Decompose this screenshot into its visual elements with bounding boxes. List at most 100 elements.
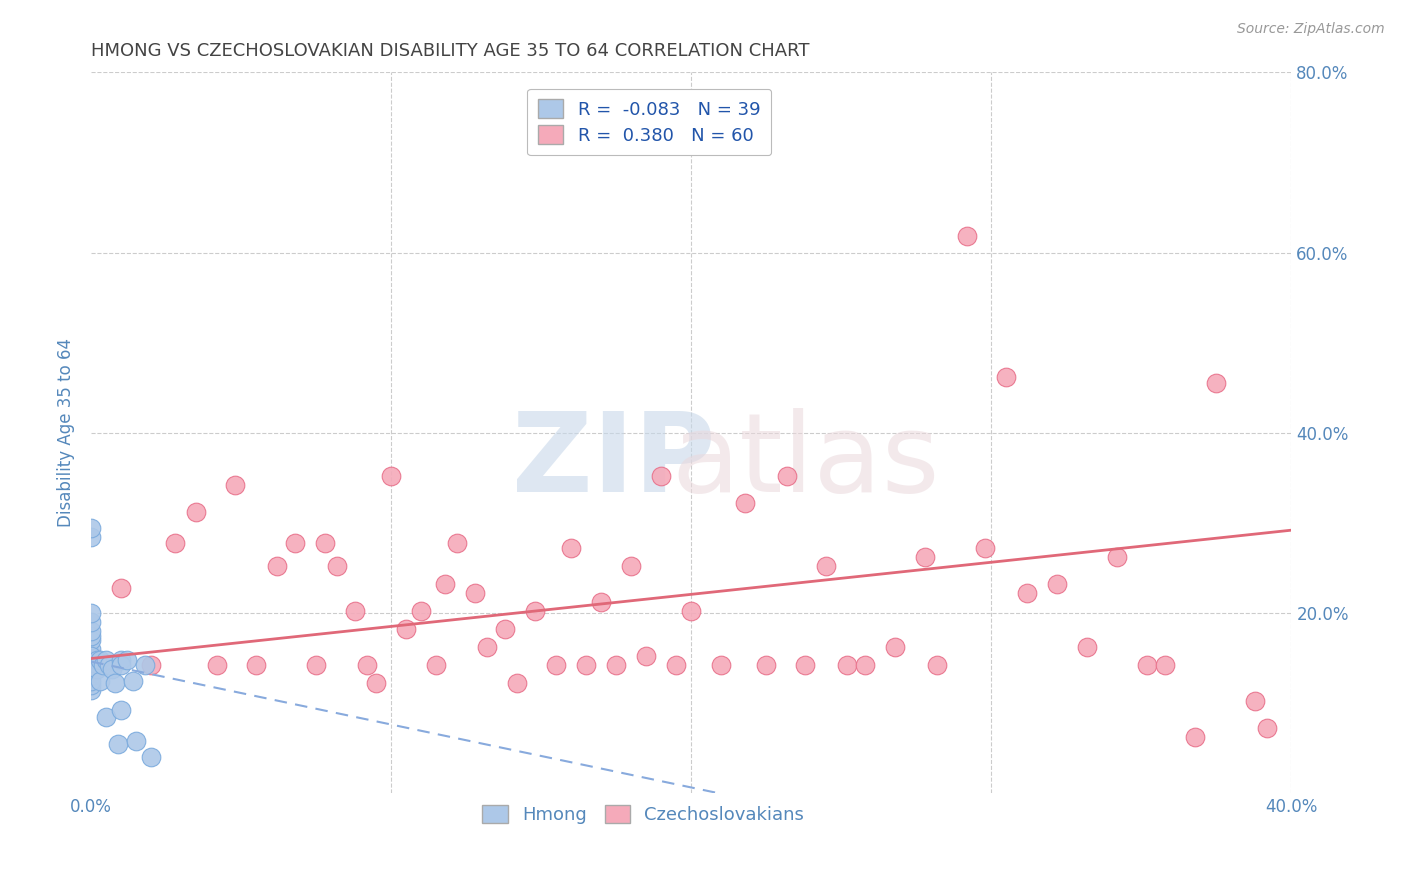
Point [326, 559, 349, 574]
Point [356, 658, 378, 673]
Point [620, 559, 643, 574]
Point [506, 676, 529, 690]
Point [224, 478, 246, 492]
Point [524, 604, 547, 618]
Point [80, 682, 103, 697]
Point [80, 647, 103, 661]
Point [681, 604, 703, 618]
Point [591, 595, 613, 609]
Point [995, 370, 1018, 384]
Point [80, 606, 103, 620]
Point [80, 520, 103, 534]
Point [1154, 658, 1177, 673]
Point [80, 678, 103, 692]
Point [205, 658, 228, 673]
Point [125, 734, 148, 748]
Point [165, 536, 187, 550]
Point [1136, 658, 1159, 673]
Point [636, 649, 658, 664]
Point [560, 541, 582, 556]
Point [141, 658, 163, 673]
Point [344, 604, 367, 618]
Point [80, 662, 103, 676]
Point [464, 586, 486, 600]
Point [107, 737, 129, 751]
Point [734, 496, 756, 510]
Point [96, 710, 118, 724]
Point [395, 623, 418, 637]
Point [80, 656, 103, 670]
Point [89, 673, 111, 688]
Point [80, 624, 103, 639]
Point [425, 658, 447, 673]
Point [110, 653, 132, 667]
Point [245, 658, 267, 673]
Point [914, 550, 936, 565]
Point [380, 469, 402, 483]
Point [446, 536, 468, 550]
Point [755, 658, 778, 673]
Point [815, 559, 838, 574]
Point [1184, 731, 1206, 745]
Point [314, 536, 336, 550]
Point [1046, 577, 1069, 591]
Point [96, 653, 118, 667]
Point [80, 649, 103, 664]
Point [884, 640, 907, 655]
Text: atlas: atlas [671, 409, 939, 516]
Point [80, 629, 103, 643]
Point [974, 541, 997, 556]
Point [956, 229, 979, 244]
Point [1256, 722, 1278, 736]
Point [110, 658, 132, 673]
Point [101, 662, 124, 676]
Point [141, 750, 163, 764]
Point [110, 703, 132, 717]
Point [80, 642, 103, 657]
Point [86, 653, 108, 667]
Text: HMONG VS CZECHOSLOVAKIAN DISABILITY AGE 35 TO 64 CORRELATION CHART: HMONG VS CZECHOSLOVAKIAN DISABILITY AGE … [91, 42, 810, 60]
Point [665, 658, 688, 673]
Point [305, 658, 328, 673]
Point [104, 676, 127, 690]
Y-axis label: Disability Age 35 to 64: Disability Age 35 to 64 [58, 338, 75, 527]
Point [837, 658, 859, 673]
Legend: Hmong, Czechoslovakians: Hmong, Czechoslovakians [471, 794, 815, 835]
Point [650, 469, 672, 483]
Point [80, 660, 103, 674]
Point [115, 653, 138, 667]
Point [80, 653, 103, 667]
Text: Source: ZipAtlas.com: Source: ZipAtlas.com [1237, 22, 1385, 37]
Point [80, 633, 103, 648]
Point [1107, 550, 1129, 565]
Point [494, 623, 516, 637]
Point [80, 529, 103, 543]
Point [434, 577, 457, 591]
Point [776, 469, 799, 483]
Point [853, 658, 876, 673]
Point [546, 658, 568, 673]
Point [86, 662, 108, 676]
Point [89, 653, 111, 667]
Point [605, 658, 627, 673]
Point [1076, 640, 1098, 655]
Point [122, 673, 145, 688]
Point [1017, 586, 1039, 600]
Point [186, 505, 208, 519]
Point [575, 658, 598, 673]
Point [91, 658, 114, 673]
Point [80, 615, 103, 629]
Point [80, 669, 103, 683]
Point [477, 640, 499, 655]
Point [794, 658, 817, 673]
Point [134, 658, 156, 673]
Text: ZIP: ZIP [512, 409, 716, 516]
Point [284, 536, 307, 550]
Point [80, 665, 103, 679]
Point [411, 604, 433, 618]
Point [110, 581, 132, 595]
Point [1244, 694, 1267, 708]
Point [710, 658, 733, 673]
Point [80, 673, 103, 688]
Point [927, 658, 949, 673]
